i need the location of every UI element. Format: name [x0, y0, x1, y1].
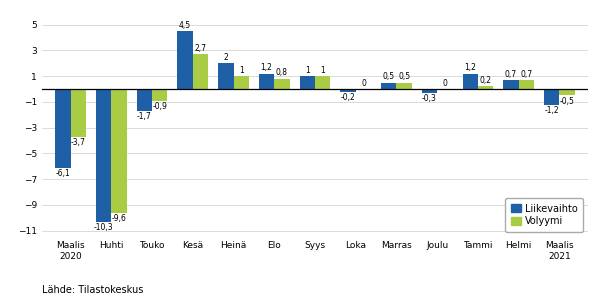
Text: 4,5: 4,5 — [179, 21, 191, 30]
Bar — [233, 76, 249, 89]
Bar — [55, 89, 71, 168]
Bar — [137, 89, 152, 111]
Text: -10,3: -10,3 — [94, 223, 113, 232]
Text: 0,7: 0,7 — [520, 70, 533, 79]
Bar — [177, 31, 193, 89]
Bar — [299, 76, 315, 89]
Text: 1: 1 — [239, 66, 244, 75]
Text: 2,7: 2,7 — [194, 44, 206, 53]
Bar — [315, 76, 331, 89]
Bar — [218, 63, 233, 89]
Text: -9,6: -9,6 — [112, 214, 127, 223]
Text: -1,2: -1,2 — [544, 106, 559, 115]
Text: -0,2: -0,2 — [341, 93, 355, 102]
Text: 0,7: 0,7 — [505, 70, 517, 79]
Bar — [503, 80, 519, 89]
Bar — [381, 83, 397, 89]
Text: 1,2: 1,2 — [260, 63, 272, 72]
Text: 0,8: 0,8 — [276, 68, 288, 78]
Text: Lähde: Tilastokeskus: Lähde: Tilastokeskus — [42, 285, 143, 295]
Text: 1: 1 — [305, 66, 310, 75]
Text: -3,7: -3,7 — [71, 138, 86, 147]
Text: 1,2: 1,2 — [464, 63, 476, 72]
Bar — [96, 89, 111, 222]
Text: -0,5: -0,5 — [560, 97, 575, 106]
Text: 0: 0 — [443, 79, 448, 88]
Text: -0,9: -0,9 — [152, 102, 167, 111]
Text: 0,5: 0,5 — [398, 72, 410, 81]
Bar — [544, 89, 559, 105]
Text: 0,2: 0,2 — [480, 76, 492, 85]
Bar — [71, 89, 86, 137]
Bar — [463, 74, 478, 89]
Text: 0: 0 — [361, 79, 366, 88]
Bar — [519, 80, 534, 89]
Text: -1,7: -1,7 — [137, 112, 152, 121]
Text: 1: 1 — [320, 66, 325, 75]
Bar — [478, 86, 493, 89]
Legend: Liikevaihto, Volyymi: Liikevaihto, Volyymi — [505, 198, 583, 232]
Bar — [340, 89, 356, 92]
Bar — [274, 79, 290, 89]
Bar — [152, 89, 167, 101]
Text: -6,1: -6,1 — [55, 169, 70, 178]
Bar — [559, 89, 575, 95]
Text: 2: 2 — [223, 53, 228, 62]
Text: 0,5: 0,5 — [383, 72, 395, 81]
Bar — [259, 74, 274, 89]
Bar — [111, 89, 127, 213]
Text: -0,3: -0,3 — [422, 94, 437, 103]
Bar — [193, 54, 208, 89]
Bar — [422, 89, 437, 93]
Bar — [397, 83, 412, 89]
